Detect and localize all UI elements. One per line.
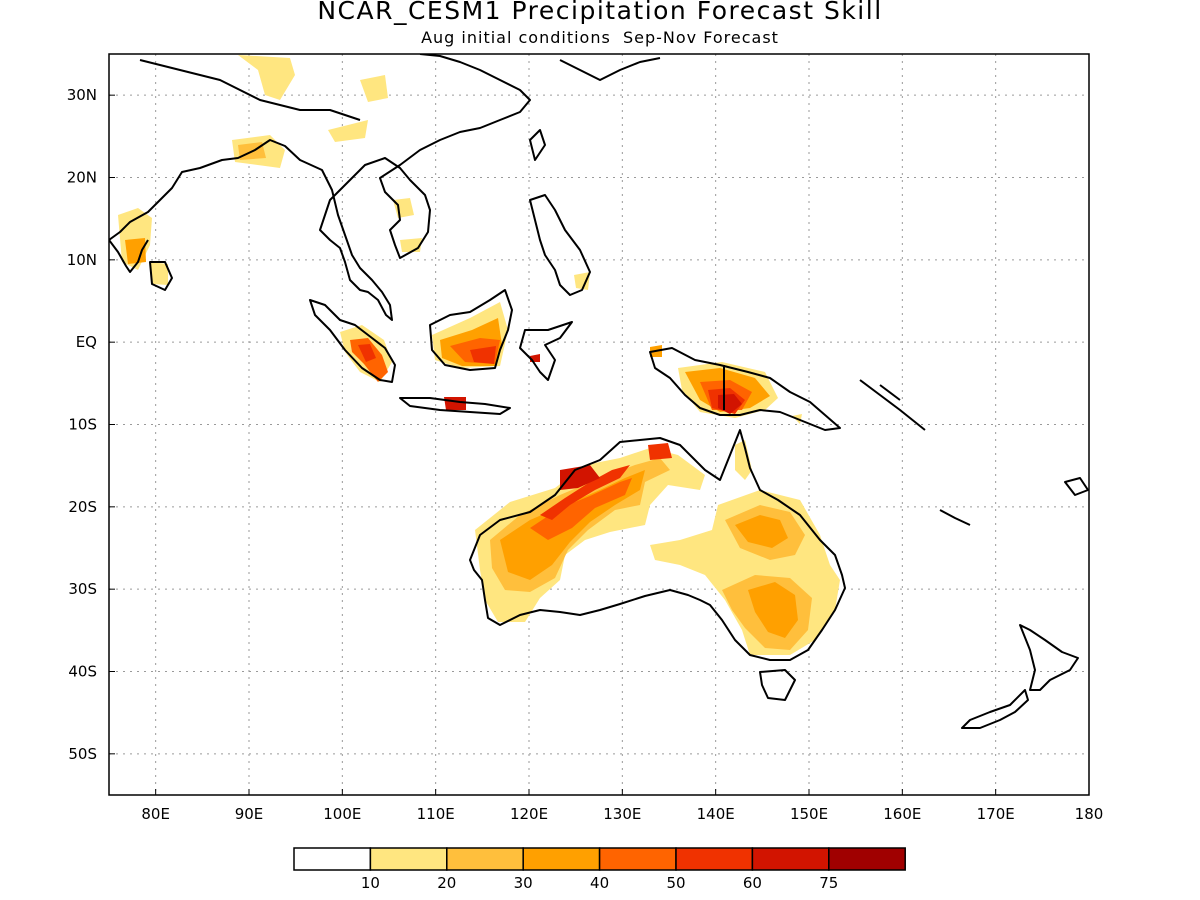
lon-tick-label: 110E xyxy=(417,805,455,823)
skill-area xyxy=(748,582,798,638)
legend-swatch xyxy=(293,847,372,871)
lat-tick-label: 30S xyxy=(68,580,97,598)
coast-asia-mainland xyxy=(109,54,531,321)
skill-area xyxy=(574,272,590,290)
skill-area xyxy=(393,198,414,218)
legend-swatch xyxy=(598,847,677,871)
legend-swatch xyxy=(751,847,830,871)
coast-tasmania xyxy=(759,669,796,701)
skill-area xyxy=(360,75,388,102)
coast-philippines xyxy=(529,194,591,296)
lat-tick-label: 50S xyxy=(68,745,97,763)
skill-area xyxy=(470,346,496,364)
legend-swatch xyxy=(828,847,906,871)
lon-tick-label: 120E xyxy=(510,805,548,823)
coast-solomons xyxy=(859,379,926,431)
lon-tick-label: 170E xyxy=(977,805,1015,823)
coast-sumatra xyxy=(309,299,396,383)
legend-label: 75 xyxy=(819,874,838,892)
lon-tick-labels: 80E 90E 100E 110E 120E 130E 140E 150E 160E 170E 18… xyxy=(141,789,1103,823)
lat-tick-label: 20S xyxy=(68,498,97,516)
legend-swatch xyxy=(369,847,448,871)
map-title: NCAR_CESM1 Precipitation Forecast Skill xyxy=(317,0,883,25)
lon-tick-label: 90E xyxy=(235,805,264,823)
legend-swatch xyxy=(446,847,524,871)
lat-tick-label: 40S xyxy=(68,663,97,681)
skill-shading xyxy=(118,55,840,655)
color-legend: 10 20 30 40 50 60 75 xyxy=(293,847,906,892)
lon-tick-label: 160E xyxy=(883,805,921,823)
lat-tick-label: EQ xyxy=(76,333,97,351)
lat-tick-labels: 30N 20N 10N EQ 10S 20S 30S 40S 50S xyxy=(67,86,115,763)
gridlines xyxy=(109,54,1089,795)
legend-label: 60 xyxy=(743,874,762,892)
lat-tick-label: 10N xyxy=(67,251,97,269)
coast-sulawesi xyxy=(519,321,573,381)
lon-tick-label: 180 xyxy=(1075,805,1104,823)
coast-newzealand-north xyxy=(1019,624,1079,691)
coast-newzealand-south xyxy=(961,689,1029,729)
legend-swatch xyxy=(522,847,601,871)
skill-area xyxy=(735,515,788,548)
legend-label: 10 xyxy=(361,874,380,892)
coast-java xyxy=(399,397,511,415)
lat-tick-label: 30N xyxy=(67,86,97,104)
lat-tick-label: 10S xyxy=(68,416,97,434)
legend-label: 20 xyxy=(437,874,456,892)
skill-area xyxy=(540,465,630,520)
skill-area xyxy=(560,465,600,490)
lon-tick-label: 150E xyxy=(790,805,828,823)
lon-tick-label: 80E xyxy=(141,805,170,823)
skill-area xyxy=(648,443,672,460)
map-subtitle: Aug initial conditions Sep-Nov Forecast xyxy=(421,28,779,47)
legend-label: 40 xyxy=(590,874,609,892)
coast-fiji xyxy=(1064,477,1089,496)
lat-tick-label: 20N xyxy=(67,169,97,187)
coast-india-south xyxy=(109,239,149,273)
skill-area xyxy=(358,344,376,362)
skill-area xyxy=(125,238,146,264)
coastlines xyxy=(109,54,1089,729)
coast-australia xyxy=(469,429,846,661)
coast-srilanka xyxy=(149,261,173,291)
coast-himalaya xyxy=(139,59,361,121)
lon-tick-label: 130E xyxy=(603,805,641,823)
skill-area xyxy=(444,397,466,410)
skill-area xyxy=(238,55,295,100)
coast-taiwan-japan xyxy=(529,57,661,161)
legend-label: 50 xyxy=(666,874,685,892)
skill-area xyxy=(735,440,752,480)
legend-swatch xyxy=(675,847,754,871)
coast-newcaledonia xyxy=(939,509,971,526)
skill-area xyxy=(530,478,632,540)
skill-area xyxy=(150,262,168,285)
lon-tick-label: 140E xyxy=(697,805,735,823)
coast-borneo xyxy=(429,289,513,371)
legend-label: 30 xyxy=(514,874,533,892)
skill-area xyxy=(328,120,368,142)
lon-tick-label: 100E xyxy=(323,805,361,823)
